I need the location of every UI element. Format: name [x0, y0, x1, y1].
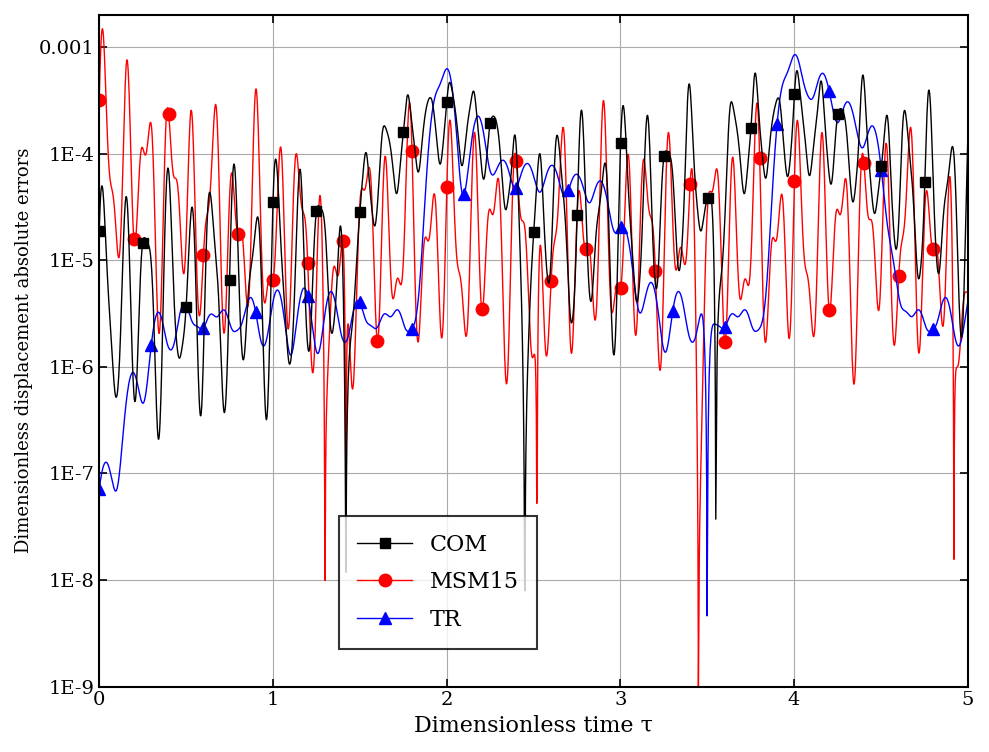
TR — [789, 50, 801, 59]
COM — [938, 210, 949, 219]
COM — [938, 215, 949, 224]
COM — [93, 226, 105, 235]
COM — [962, 133, 974, 142]
COM — [515, 298, 527, 307]
MSM15 — [962, 286, 974, 295]
MSM15 — [138, 147, 150, 156]
MSM15 — [692, 682, 704, 691]
MSM15 — [96, 24, 108, 33]
Line: MSM15: MSM15 — [93, 23, 974, 693]
TR — [777, 77, 789, 86]
TR — [137, 399, 149, 408]
MSM15 — [93, 96, 105, 105]
COM — [777, 138, 789, 147]
Line: COM: COM — [94, 65, 972, 596]
TR — [962, 298, 974, 307]
Legend: COM, MSM15, TR: COM, MSM15, TR — [339, 516, 537, 649]
TR — [938, 296, 949, 305]
MSM15 — [938, 322, 949, 331]
MSM15 — [778, 217, 790, 226]
TR — [938, 295, 949, 304]
MSM15 — [938, 320, 949, 329]
TR — [93, 485, 105, 494]
COM — [137, 234, 149, 243]
TR — [701, 611, 713, 620]
TR — [515, 168, 527, 177]
COM — [519, 587, 531, 596]
X-axis label: Dimensionless time τ: Dimensionless time τ — [414, 715, 653, 737]
Y-axis label: Dimensionless displacement absolute errors: Dimensionless displacement absolute erro… — [15, 148, 33, 553]
Line: TR: TR — [94, 49, 973, 621]
MSM15 — [493, 177, 504, 186]
TR — [493, 161, 504, 170]
MSM15 — [516, 216, 528, 225]
COM — [791, 66, 803, 75]
COM — [493, 130, 504, 139]
